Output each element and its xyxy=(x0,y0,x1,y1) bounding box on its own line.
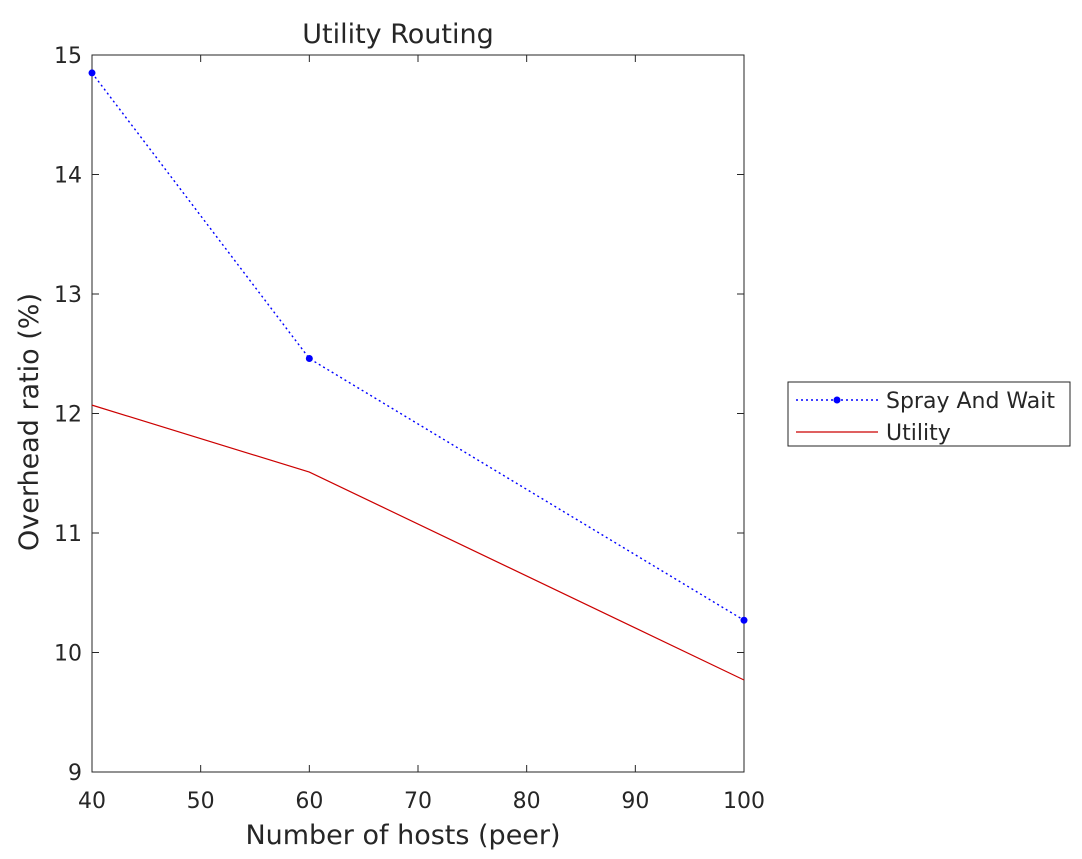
legend-box xyxy=(787,381,1071,447)
y-axis-label: Overhead ratio (%) xyxy=(14,293,45,551)
x-tick-label: 90 xyxy=(621,789,649,814)
legend-marker-0 xyxy=(833,396,841,404)
plot-frame xyxy=(91,54,745,773)
y-tick-label: 9 xyxy=(68,761,82,786)
x-axis-label: Number of hosts (peer) xyxy=(245,820,560,851)
x-axis: 40 50 60 70 80 90 100 xyxy=(78,55,765,814)
x-tick-label: 70 xyxy=(404,789,432,814)
y-tick-label: 12 xyxy=(54,403,82,428)
series-point xyxy=(740,616,748,624)
chart-title: Utility Routing xyxy=(302,19,494,50)
y-tick-label: 13 xyxy=(54,283,82,308)
legend-label-0: Spray And Wait xyxy=(886,389,1055,414)
y-axis: 9 10 11 12 13 14 15 xyxy=(54,44,744,786)
y-tick-label: 15 xyxy=(54,44,82,69)
x-tick-label: 80 xyxy=(513,789,541,814)
series-layer xyxy=(88,69,748,681)
x-tick-label: 60 xyxy=(295,789,323,814)
y-tick-label: 11 xyxy=(54,522,82,547)
y-tick-label: 10 xyxy=(54,642,82,667)
series-point xyxy=(305,355,313,363)
x-tick-label: 100 xyxy=(723,789,765,814)
series-point xyxy=(88,69,96,77)
x-tick-label: 40 xyxy=(78,789,106,814)
plot-area: 40 50 60 70 80 90 100 9 10 11 12 13 14 15 xyxy=(54,44,765,814)
legend: Spray And Wait Utility xyxy=(787,381,1071,447)
series-line-1 xyxy=(91,404,745,681)
legend-label-1: Utility xyxy=(886,421,951,446)
y-tick-label: 14 xyxy=(54,164,82,189)
x-tick-label: 50 xyxy=(187,789,215,814)
